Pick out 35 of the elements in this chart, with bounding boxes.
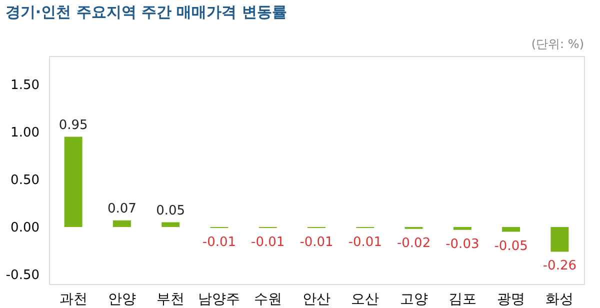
x-tick-label: 안산 (302, 292, 330, 308)
y-tick-label: 0.00 (10, 220, 40, 236)
data-label: 0.07 (107, 201, 136, 216)
bar (453, 227, 472, 230)
data-label: -0.01 (202, 234, 236, 250)
x-tick-label: 화성 (546, 292, 574, 308)
x-tick-label: 남양주 (198, 292, 240, 308)
x-tick-label: 광명 (497, 292, 526, 308)
data-label: -0.05 (494, 238, 528, 254)
y-tick-label: 1.00 (10, 126, 40, 140)
data-label: -0.01 (251, 234, 285, 250)
bar (64, 136, 82, 227)
x-tick-label: 고양 (400, 292, 428, 308)
bar (162, 222, 180, 227)
x-tick-label: 과천 (59, 292, 88, 308)
data-label: -0.02 (396, 236, 431, 251)
bar (550, 227, 569, 252)
data-label: 0.05 (156, 203, 186, 218)
text: (단위: %) (531, 37, 584, 51)
x-tick-label: 오산 (351, 292, 380, 308)
x-tick-label: 안양 (108, 292, 136, 308)
y-tick-label: 1.50 (10, 78, 40, 93)
data-label: 0.95 (58, 118, 88, 133)
data-label: -0.26 (542, 258, 576, 274)
y-tick-label: -0.50 (6, 268, 40, 283)
x-tick-label: 부천 (156, 292, 185, 308)
x-tick-label: 수원 (254, 292, 282, 308)
data-label: -0.03 (446, 236, 480, 252)
chart-title: 경기·인천 주요지역 주간 매매가격 변동률 (5, 3, 287, 21)
bar (502, 227, 520, 232)
y-tick-label: 0.50 (10, 173, 40, 188)
data-label: -0.01 (300, 234, 334, 250)
bar (112, 220, 131, 227)
data-label: -0.01 (348, 234, 382, 250)
x-tick-label: 김포 (448, 292, 476, 308)
